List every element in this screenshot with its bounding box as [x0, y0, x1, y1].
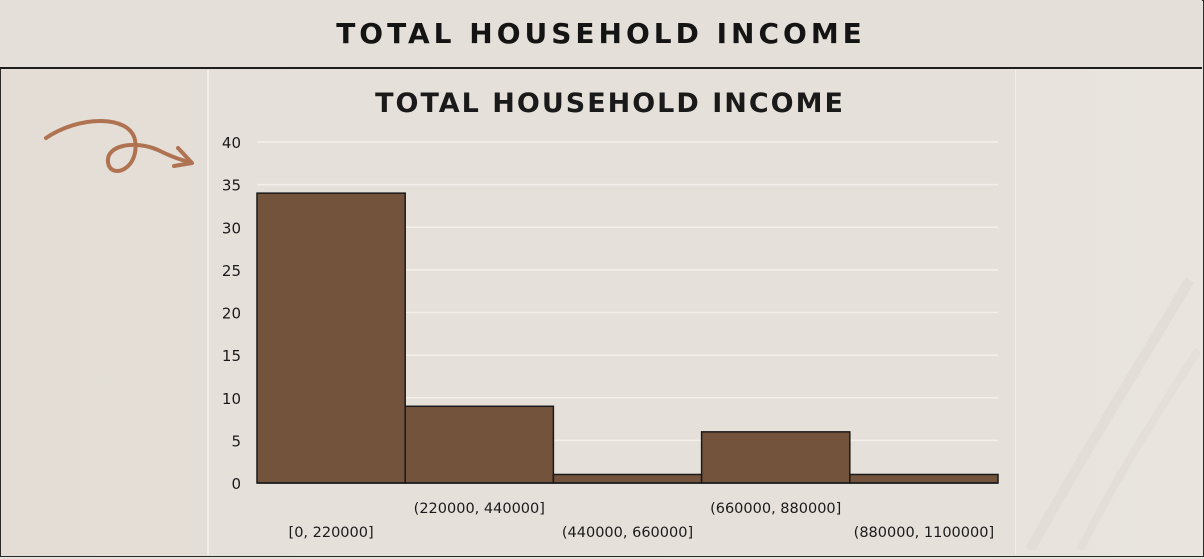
curly-arrow-icon — [44, 119, 194, 173]
y-tick-label: 40 — [222, 134, 241, 152]
bars — [256, 192, 999, 484]
histogram-bar — [849, 473, 999, 484]
histogram-bar — [552, 473, 703, 484]
y-tick-label: 10 — [222, 390, 241, 408]
y-tick-label: 0 — [231, 475, 241, 493]
y-tick-label: 5 — [231, 432, 241, 450]
y-tick-label: 30 — [222, 219, 241, 237]
x-axis-ticks: [0, 220000] (220000, 440000] (440000, 6600… — [289, 501, 995, 541]
y-tick-label: 20 — [222, 305, 241, 323]
histogram-bar — [700, 431, 851, 484]
x-tick-label: (880000, 1100000] — [854, 525, 994, 541]
x-tick-label: (220000, 440000] — [414, 501, 545, 517]
header-bar: TOTAL HOUSEHOLD INCOME — [0, 0, 1202, 69]
chart-title: TOTAL HOUSEHOLD INCOME — [375, 88, 845, 119]
chart-panel: TOTAL HOUSEHOLD INCOME 0 5 10 15 20 25 30 35 40 … — [207, 70, 1016, 555]
x-tick-label: [0, 220000] — [289, 525, 374, 541]
y-axis-ticks: 0 5 10 15 20 25 30 35 40 — [222, 134, 241, 493]
histogram-bar — [404, 405, 555, 484]
page-title: TOTAL HOUSEHOLD INCOME — [336, 17, 866, 50]
histogram-bar — [256, 192, 406, 484]
y-tick-label: 35 — [222, 177, 241, 195]
x-tick-label: (440000, 660000] — [562, 525, 693, 541]
leaf-shadow-decoration — [1025, 277, 1200, 550]
y-tick-label: 25 — [222, 262, 241, 280]
x-tick-label: (660000, 880000] — [710, 501, 841, 517]
y-tick-label: 15 — [222, 347, 241, 365]
histogram-chart: TOTAL HOUSEHOLD INCOME 0510152025303540 … — [222, 88, 999, 541]
